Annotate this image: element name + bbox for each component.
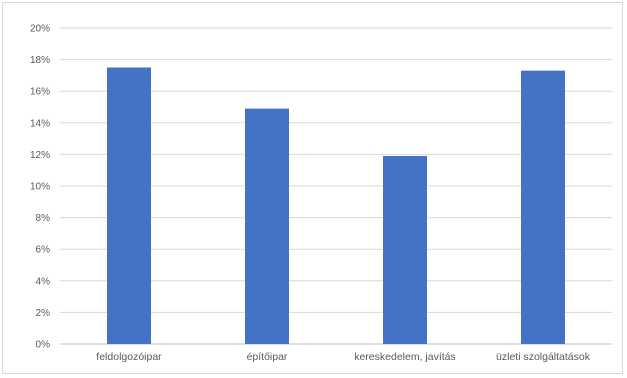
x-category-label: üzleti szolgáltatások — [496, 351, 591, 363]
x-category-label: kereskedelem, javítás — [354, 351, 456, 363]
y-tick-label: 16% — [30, 87, 50, 98]
gridlines — [60, 27, 612, 345]
bar — [521, 70, 565, 344]
x-axis-category-labels: feldolgozóipar építőipar kereskedelem, jav… — [96, 351, 590, 363]
bar — [107, 67, 151, 344]
y-axis-tick-labels: 0% 2% 4% 6% 8% 10% 12% 14% 16% 18% 20% — [30, 24, 50, 351]
y-tick-label: 2% — [36, 308, 51, 319]
y-tick-label: 6% — [36, 245, 51, 256]
y-tick-label: 10% — [30, 182, 50, 193]
bar — [245, 108, 289, 344]
y-tick-label: 8% — [36, 213, 51, 224]
y-tick-label: 14% — [30, 118, 50, 129]
y-tick-label: 0% — [36, 340, 51, 351]
x-category-label: feldolgozóipar — [96, 351, 162, 363]
y-tick-label: 18% — [30, 55, 50, 66]
bar — [383, 155, 427, 344]
y-tick-label: 12% — [30, 150, 50, 161]
y-tick-label: 4% — [36, 276, 51, 287]
x-category-label: építőipar — [247, 351, 288, 363]
bars — [107, 67, 565, 344]
y-tick-label: 20% — [30, 24, 50, 35]
